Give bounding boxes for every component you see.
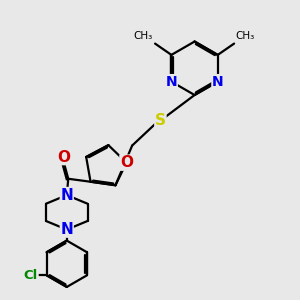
Text: N: N xyxy=(60,222,73,237)
Text: N: N xyxy=(212,75,224,88)
Text: S: S xyxy=(155,113,166,128)
Text: CH₃: CH₃ xyxy=(236,31,255,41)
Text: O: O xyxy=(120,155,133,170)
Text: Cl: Cl xyxy=(24,269,38,282)
Text: N: N xyxy=(60,188,73,202)
Text: N: N xyxy=(166,75,177,88)
Text: O: O xyxy=(57,150,70,165)
Text: CH₃: CH₃ xyxy=(134,31,153,41)
